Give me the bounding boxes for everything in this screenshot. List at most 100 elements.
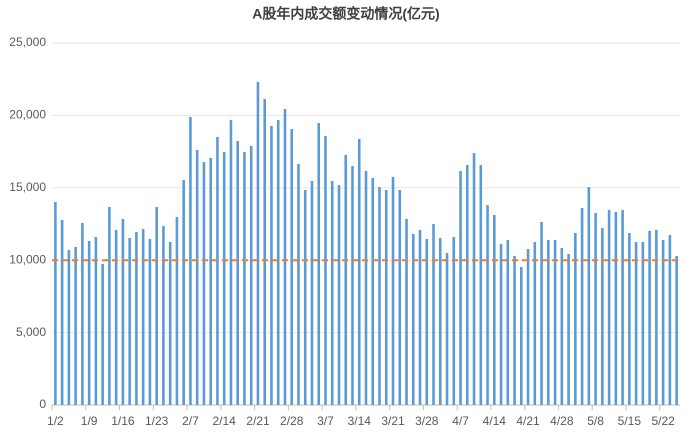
bar [499, 243, 503, 405]
bar [114, 229, 118, 405]
bar [270, 125, 273, 405]
bar [297, 164, 300, 405]
x-tick-label: 1/16 [111, 414, 135, 428]
bar [587, 187, 591, 405]
x-tick-label: 4/21 [516, 414, 540, 428]
x-tick-label: 4/28 [550, 414, 574, 428]
bar [310, 180, 314, 405]
bar [236, 141, 239, 405]
bar [135, 231, 138, 405]
bar [263, 99, 267, 405]
bar [357, 139, 361, 406]
bar [628, 232, 631, 405]
bar [398, 189, 402, 405]
x-tick-label: 4/14 [483, 414, 507, 428]
bar [148, 239, 152, 405]
bar [324, 135, 327, 405]
bar [580, 208, 584, 405]
bar [486, 205, 489, 405]
x-tick-label: 1/9 [81, 414, 98, 428]
y-tick-label: 15,000 [9, 180, 46, 194]
bar [54, 201, 57, 405]
bar [391, 176, 395, 405]
bar [155, 207, 158, 405]
y-tick-label: 10,000 [9, 252, 46, 266]
bar [493, 215, 496, 405]
bar [216, 136, 219, 405]
bar [189, 116, 192, 405]
chart-title: A股年内成交额变动情况(亿元) [252, 6, 439, 22]
bar [94, 237, 98, 405]
bar [675, 256, 678, 405]
bar [553, 239, 557, 405]
bar [243, 152, 246, 405]
bar [249, 145, 253, 405]
bar [283, 109, 287, 405]
bar [317, 123, 321, 405]
bar [472, 153, 476, 405]
bar [621, 209, 624, 405]
bar [337, 185, 341, 405]
bar [432, 224, 435, 405]
bar [364, 171, 368, 405]
bar [655, 229, 658, 405]
x-tick-label: 5/8 [587, 414, 604, 428]
bar [418, 229, 422, 405]
bar [445, 252, 449, 405]
bar [465, 165, 469, 405]
bar [607, 209, 611, 405]
bar [411, 233, 415, 405]
x-tick-label: 1/23 [145, 414, 169, 428]
bar [87, 240, 91, 405]
bar [175, 217, 179, 405]
bar [81, 222, 84, 405]
x-tick-label: 2/21 [246, 414, 270, 428]
y-tick-label: 5,000 [16, 325, 46, 339]
bar [459, 171, 462, 405]
bar [601, 228, 604, 405]
bar [344, 154, 348, 405]
bar [526, 249, 530, 405]
bar [276, 120, 280, 405]
bar [479, 165, 483, 405]
bar [195, 150, 199, 405]
x-tick-label: 3/14 [348, 414, 372, 428]
bar [648, 230, 651, 405]
x-tick-label: 3/21 [381, 414, 405, 428]
bar [74, 247, 77, 405]
bar [405, 218, 408, 405]
bar [540, 221, 543, 405]
bar [384, 189, 388, 405]
bar [567, 253, 570, 405]
bar [330, 180, 334, 405]
bar [182, 179, 185, 405]
bar [202, 162, 206, 405]
bar [128, 238, 131, 405]
bar [67, 250, 71, 405]
bar [425, 239, 429, 405]
y-tick-label: 0 [39, 397, 46, 411]
bar [101, 263, 104, 405]
bar [668, 235, 672, 405]
bar [303, 189, 307, 405]
x-tick-label: 2/7 [182, 414, 199, 428]
bar [60, 219, 64, 405]
bar [141, 229, 145, 405]
bar [520, 267, 523, 405]
bar [547, 239, 550, 405]
bar [222, 152, 226, 405]
bar [371, 177, 375, 405]
bar [533, 241, 537, 405]
bar [641, 241, 645, 405]
x-tick-label: 2/14 [213, 414, 237, 428]
y-tick-label: 20,000 [9, 108, 46, 122]
bar [438, 238, 442, 405]
bar [351, 166, 354, 405]
bar [168, 241, 172, 405]
bar [108, 207, 111, 405]
bar [452, 237, 456, 405]
x-tick-label: 1/2 [47, 414, 64, 428]
bar [574, 232, 577, 405]
y-tick-label: 25,000 [9, 35, 46, 49]
bar [121, 218, 125, 405]
